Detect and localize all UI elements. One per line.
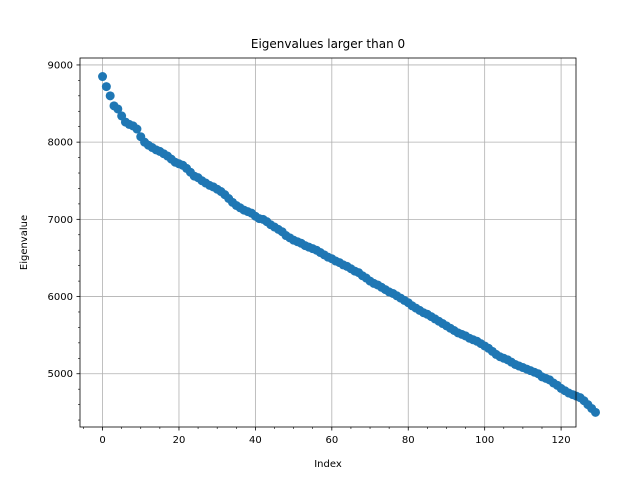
x-tick-label: 120 [552, 435, 571, 446]
grid-lines [80, 58, 576, 427]
data-points [98, 72, 600, 417]
data-point [132, 124, 142, 134]
x-axis-label: Index [314, 459, 342, 470]
x-tick-label: 60 [325, 435, 338, 446]
data-point [98, 72, 108, 82]
y-tick-label: 9000 [48, 60, 73, 71]
data-point [101, 82, 111, 92]
y-tick-label: 6000 [48, 292, 73, 303]
data-point [113, 104, 123, 114]
data-point [105, 91, 115, 101]
x-tick-label: 100 [475, 435, 494, 446]
x-tick-label: 40 [249, 435, 262, 446]
axis-ticks: 0 20 40 60 80 100 120 5000 6000 7000 8000 9000 [48, 60, 571, 446]
plot-frame [79, 57, 577, 428]
x-tick-label: 20 [173, 435, 186, 446]
y-axis-label: Eigenvalue [19, 215, 30, 270]
y-tick-label: 7000 [48, 215, 73, 226]
x-tick-label: 80 [402, 435, 415, 446]
x-tick-label: 0 [99, 435, 105, 446]
y-tick-label: 5000 [48, 369, 73, 380]
y-tick-label: 8000 [48, 138, 73, 149]
data-point [590, 407, 600, 417]
chart-title: Eigenvalues larger than 0 [251, 37, 405, 51]
